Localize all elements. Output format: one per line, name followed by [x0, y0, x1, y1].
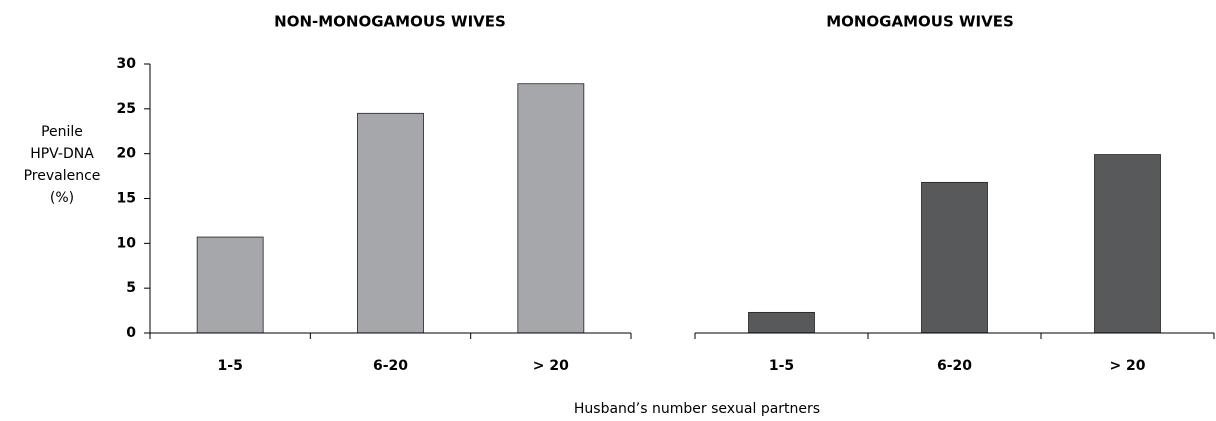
- y-axis-label: Prevalence: [24, 168, 101, 184]
- bar: [748, 311, 815, 334]
- y-axis-label: Penile: [41, 124, 83, 140]
- y-axis-label: HPV-DNA: [30, 146, 94, 162]
- x-axis-label: Husband’s number sexual partners: [574, 401, 820, 417]
- bar: [1094, 154, 1161, 334]
- y-tick-label: 25: [117, 101, 136, 117]
- y-tick-label: 5: [126, 280, 136, 296]
- x-tick-label: 6-20: [373, 358, 408, 374]
- x-tick-label: 6-20: [937, 358, 972, 374]
- y-tick-label: 15: [117, 191, 136, 207]
- bar: [357, 112, 424, 334]
- chart-title: MONOGAMOUS WIVES: [826, 13, 1014, 31]
- y-tick-label: 0: [126, 325, 136, 341]
- y-tick-label: 30: [117, 56, 137, 72]
- x-tick-label: 1-5: [769, 358, 794, 374]
- x-tick-label: > 20: [533, 358, 569, 374]
- bar: [921, 181, 988, 334]
- x-tick-label: > 20: [1109, 358, 1145, 374]
- x-tick-label: 1-5: [218, 358, 243, 374]
- bar: [196, 236, 264, 334]
- y-tick-label: 10: [117, 235, 137, 251]
- chart-title: NON-MONOGAMOUS WIVES: [274, 13, 506, 31]
- bar: [517, 83, 585, 334]
- y-axis-label: (%): [50, 190, 74, 206]
- y-tick-label: 20: [117, 146, 137, 162]
